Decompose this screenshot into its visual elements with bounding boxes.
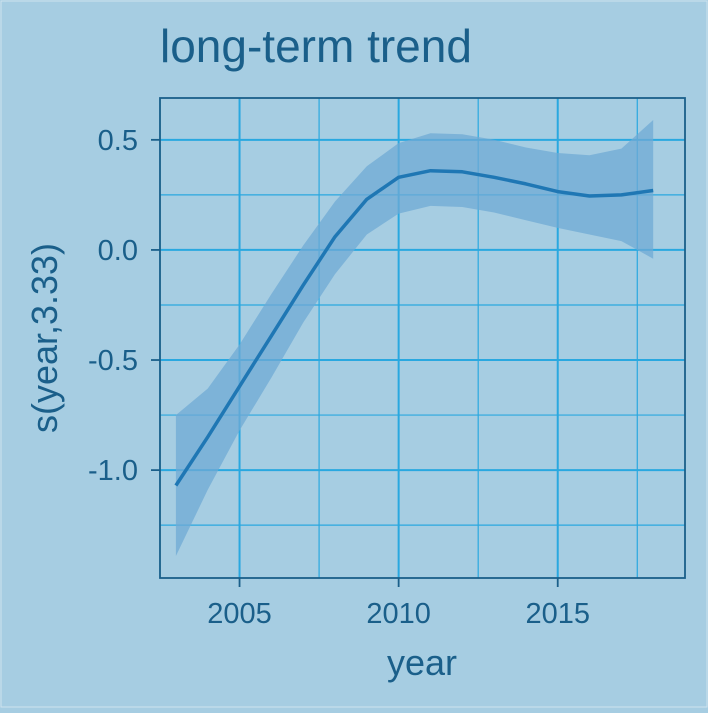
x-tick-label: 2015 [525, 598, 590, 630]
confidence-band [175, 120, 654, 556]
y-tick-label: 0.5 [98, 125, 138, 157]
line-layer [174, 168, 654, 487]
y-tick-label: 0.0 [98, 235, 138, 267]
y-axis-label: s(year,3.33) [24, 243, 65, 433]
x-axis-label: year [387, 642, 457, 683]
x-tick-label: 2005 [207, 598, 272, 630]
x-tick-label: 2010 [366, 598, 431, 630]
y-tick-label: -0.5 [88, 345, 138, 377]
chart-title: long-term trend [160, 20, 472, 72]
confidence-band-layer [175, 120, 654, 556]
y-tick-label: -1.0 [88, 455, 138, 487]
smooth-trend-line [174, 168, 654, 487]
tick-labels: 2005 2010 2015 0.5 0.0 -0.5 -1.0 [88, 125, 590, 630]
plot-frame [159, 97, 686, 579]
axes [151, 97, 686, 587]
